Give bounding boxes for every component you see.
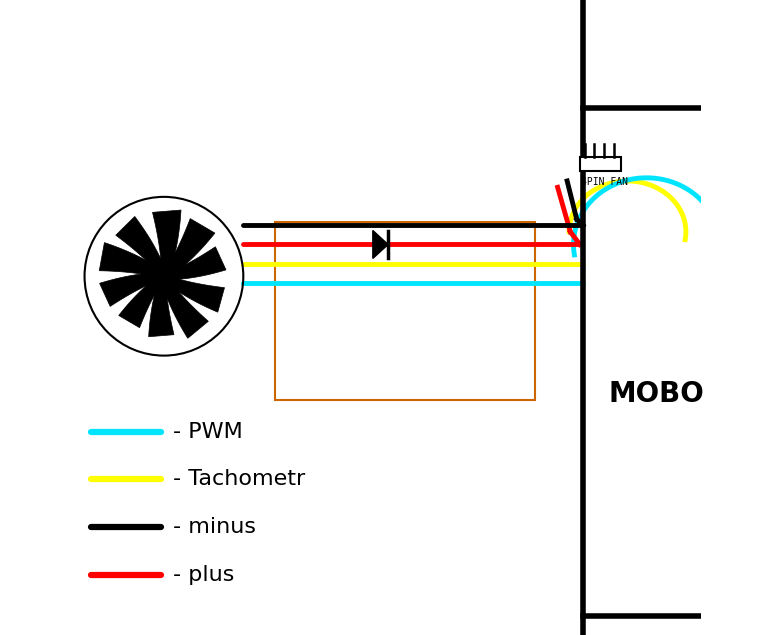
Text: MOBO: MOBO (608, 380, 704, 408)
Circle shape (152, 265, 175, 288)
Text: - plus: - plus (173, 565, 235, 585)
Polygon shape (165, 218, 215, 275)
Text: - minus: - minus (173, 517, 257, 537)
Bar (580, 157, 621, 171)
Text: 4PIN FAN: 4PIN FAN (581, 177, 628, 187)
Polygon shape (149, 282, 174, 337)
Polygon shape (119, 277, 162, 328)
Text: - Tachometr: - Tachometr (173, 469, 306, 490)
Polygon shape (373, 231, 388, 258)
Polygon shape (167, 277, 224, 312)
Polygon shape (116, 217, 165, 272)
Polygon shape (162, 281, 208, 338)
Polygon shape (100, 273, 159, 307)
Polygon shape (169, 247, 226, 279)
Bar (275, 222, 535, 400)
Polygon shape (152, 210, 181, 271)
Text: - PWM: - PWM (173, 422, 243, 442)
Polygon shape (100, 243, 160, 277)
